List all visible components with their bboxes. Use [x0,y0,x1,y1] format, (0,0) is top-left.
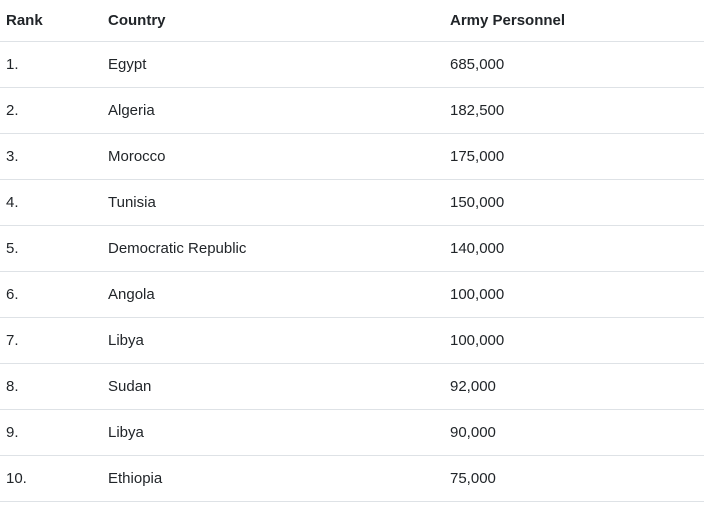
cell-rank: 1. [0,42,90,88]
cell-rank: 5. [0,226,90,272]
table-row: 1. Egypt 685,000 [0,42,704,88]
cell-personnel: 92,000 [440,364,704,410]
cell-country: Libya [90,410,440,456]
header-country: Country [90,0,440,42]
table-header-row: Rank Country Army Personnel [0,0,704,42]
cell-rank: 4. [0,180,90,226]
cell-country: Ethiopia [90,456,440,502]
cell-country: Egypt [90,42,440,88]
cell-country: Algeria [90,88,440,134]
cell-country: Democratic Republic [90,226,440,272]
table-row: 7. Libya 100,000 [0,318,704,364]
cell-personnel: 100,000 [440,272,704,318]
header-personnel: Army Personnel [440,0,704,42]
army-personnel-table: Rank Country Army Personnel 1. Egypt 685… [0,0,704,502]
cell-country: Libya [90,318,440,364]
cell-personnel: 140,000 [440,226,704,272]
cell-rank: 2. [0,88,90,134]
cell-country: Morocco [90,134,440,180]
table-row: 5. Democratic Republic 140,000 [0,226,704,272]
table-row: 10. Ethiopia 75,000 [0,456,704,502]
cell-personnel: 175,000 [440,134,704,180]
cell-rank: 10. [0,456,90,502]
cell-country: Angola [90,272,440,318]
cell-personnel: 100,000 [440,318,704,364]
cell-country: Tunisia [90,180,440,226]
table-row: 4. Tunisia 150,000 [0,180,704,226]
cell-personnel: 685,000 [440,42,704,88]
table-row: 9. Libya 90,000 [0,410,704,456]
cell-personnel: 150,000 [440,180,704,226]
cell-personnel: 90,000 [440,410,704,456]
header-rank: Rank [0,0,90,42]
cell-personnel: 75,000 [440,456,704,502]
cell-personnel: 182,500 [440,88,704,134]
table-row: 6. Angola 100,000 [0,272,704,318]
cell-rank: 7. [0,318,90,364]
cell-country: Sudan [90,364,440,410]
cell-rank: 8. [0,364,90,410]
cell-rank: 3. [0,134,90,180]
cell-rank: 6. [0,272,90,318]
table-row: 8. Sudan 92,000 [0,364,704,410]
table-body: 1. Egypt 685,000 2. Algeria 182,500 3. M… [0,42,704,502]
table-row: 3. Morocco 175,000 [0,134,704,180]
cell-rank: 9. [0,410,90,456]
table-row: 2. Algeria 182,500 [0,88,704,134]
